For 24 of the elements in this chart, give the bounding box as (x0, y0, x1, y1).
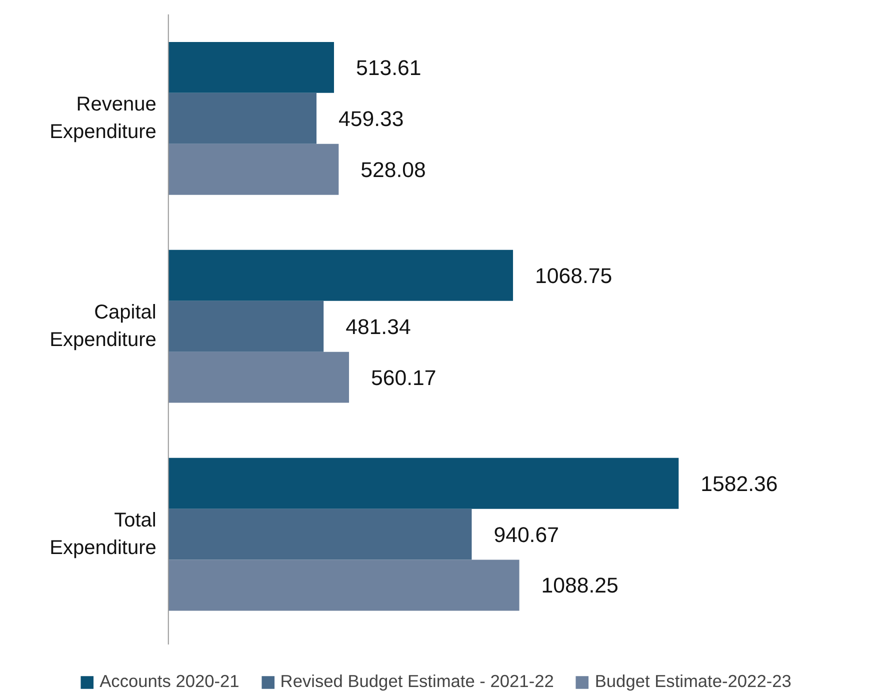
data-label: 513.61 (356, 56, 422, 80)
bar (168, 560, 520, 611)
bar (168, 250, 514, 301)
bar (168, 300, 324, 352)
data-label: 459.33 (338, 106, 404, 131)
bar (168, 42, 334, 93)
bar (168, 458, 679, 509)
bar (168, 92, 316, 144)
data-label: 560.17 (371, 366, 436, 390)
data-label: 1088.25 (541, 574, 618, 598)
data-label: 1582.36 (700, 472, 778, 496)
y-tick-label: Total Expenditure (50, 510, 156, 560)
data-label: 528.08 (360, 158, 426, 182)
y-tick-label: Capital Expenditure (50, 302, 156, 352)
bar (168, 144, 339, 195)
legend-label: Budget Estimate-2022-23 (594, 671, 792, 692)
data-label: 481.34 (346, 314, 411, 339)
legend-label: Accounts 2020-21 (100, 671, 240, 692)
legend-label: Revised Budget Estimate - 2021-22 (280, 671, 554, 692)
bar (168, 508, 472, 560)
y-tick-label: Revenue Expenditure (50, 94, 156, 144)
bar (168, 352, 350, 403)
data-label: 1068.75 (535, 264, 612, 288)
data-label: 940.67 (494, 522, 559, 547)
